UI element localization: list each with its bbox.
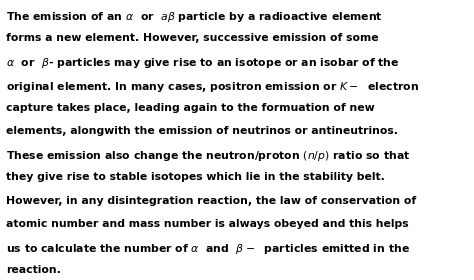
Text: they give rise to stable isotopes which lie in the stability belt.: they give rise to stable isotopes which … [6, 172, 384, 183]
Text: us to calculate the number of $\alpha$  and  $\beta -$  particles emitted in the: us to calculate the number of $\alpha$ a… [6, 242, 410, 256]
Text: The emission of an $\alpha$  or  $a\beta$ particle by a radioactive element: The emission of an $\alpha$ or $a\beta$ … [6, 10, 383, 24]
Text: $\alpha$  or  $\beta$- particles may give rise to an isotope or an isobar of the: $\alpha$ or $\beta$- particles may give … [6, 56, 399, 70]
Text: forms a new element. However, successive emission of some: forms a new element. However, successive… [6, 33, 378, 43]
Text: elements, alongwith the emission of neutrinos or antineutrinos.: elements, alongwith the emission of neut… [6, 126, 398, 136]
Text: original element. In many cases, positron emission or $K-$  electron: original element. In many cases, positro… [6, 80, 419, 94]
Text: atomic number and mass number is always obeyed and this helps: atomic number and mass number is always … [6, 219, 408, 229]
Text: However, in any disintegration reaction, the law of conservation of: However, in any disintegration reaction,… [6, 196, 416, 206]
Text: reaction.: reaction. [6, 265, 61, 276]
Text: These emission also change the neutron/proton $(n/p)$ ratio so that: These emission also change the neutron/p… [6, 149, 410, 163]
Text: capture takes place, leading again to the formuation of new: capture takes place, leading again to th… [6, 103, 374, 113]
